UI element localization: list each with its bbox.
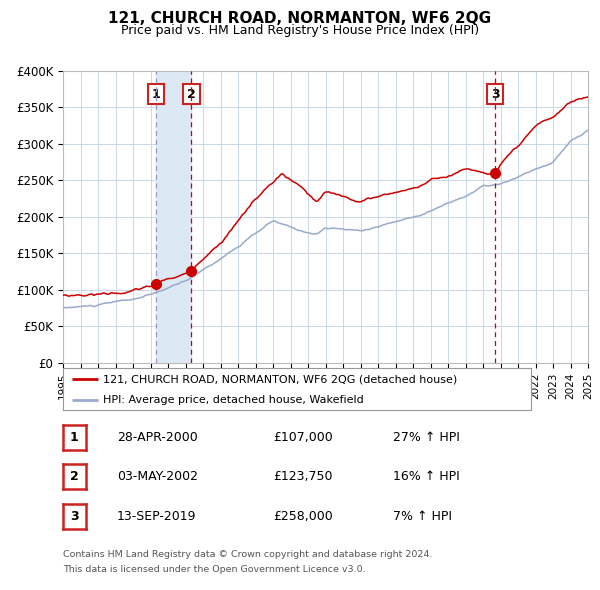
Text: 2: 2 <box>187 88 196 101</box>
Text: 121, CHURCH ROAD, NORMANTON, WF6 2QG (detached house): 121, CHURCH ROAD, NORMANTON, WF6 2QG (de… <box>103 375 457 385</box>
Text: 3: 3 <box>70 510 79 523</box>
Text: 121, CHURCH ROAD, NORMANTON, WF6 2QG: 121, CHURCH ROAD, NORMANTON, WF6 2QG <box>109 11 491 25</box>
Text: 2: 2 <box>70 470 79 483</box>
Text: £123,750: £123,750 <box>273 470 332 483</box>
Text: 03-MAY-2002: 03-MAY-2002 <box>117 470 198 483</box>
Text: This data is licensed under the Open Government Licence v3.0.: This data is licensed under the Open Gov… <box>63 565 365 574</box>
Text: 3: 3 <box>491 88 500 101</box>
Text: 1: 1 <box>70 431 79 444</box>
Text: Price paid vs. HM Land Registry's House Price Index (HPI): Price paid vs. HM Land Registry's House … <box>121 24 479 37</box>
Text: 7% ↑ HPI: 7% ↑ HPI <box>393 510 452 523</box>
Text: 1: 1 <box>152 88 160 101</box>
Text: £107,000: £107,000 <box>273 431 333 444</box>
Text: 28-APR-2000: 28-APR-2000 <box>117 431 198 444</box>
Bar <box>156 71 191 363</box>
Text: £258,000: £258,000 <box>273 510 333 523</box>
Text: Contains HM Land Registry data © Crown copyright and database right 2024.: Contains HM Land Registry data © Crown c… <box>63 550 433 559</box>
Text: 16% ↑ HPI: 16% ↑ HPI <box>393 470 460 483</box>
Text: 13-SEP-2019: 13-SEP-2019 <box>117 510 197 523</box>
Text: 27% ↑ HPI: 27% ↑ HPI <box>393 431 460 444</box>
Text: HPI: Average price, detached house, Wakefield: HPI: Average price, detached house, Wake… <box>103 395 364 405</box>
